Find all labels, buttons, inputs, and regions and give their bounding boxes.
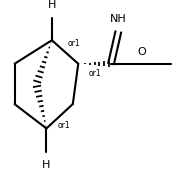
Text: H: H (48, 0, 56, 10)
Text: O: O (138, 47, 146, 57)
Text: or1: or1 (88, 69, 101, 78)
Text: or1: or1 (57, 121, 70, 130)
Text: H: H (42, 159, 51, 169)
Text: NH: NH (110, 14, 127, 24)
Text: or1: or1 (67, 39, 80, 48)
